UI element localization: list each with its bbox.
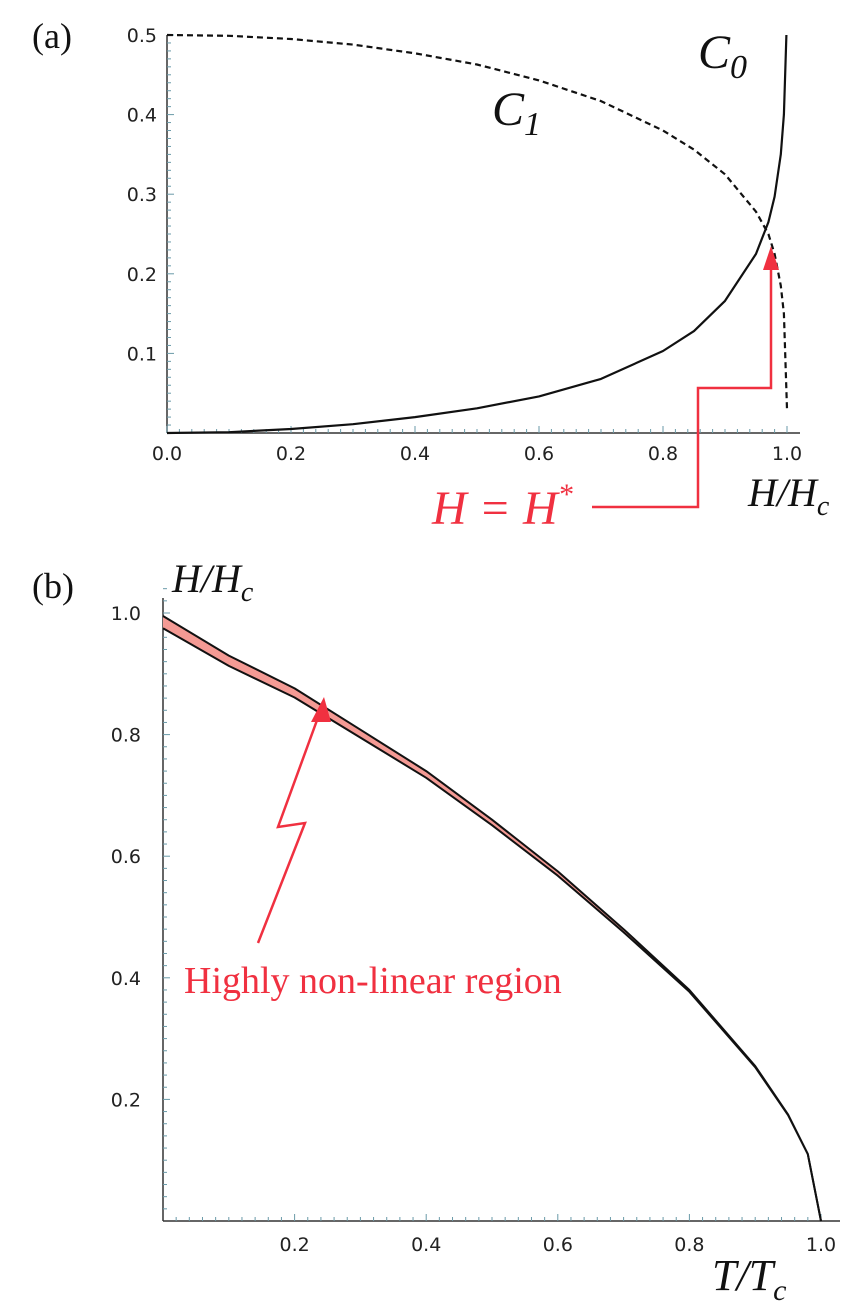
panel-b-tick-labels: 0.2 0.4 0.6 0.8 1.0 0.2 0.4 0.6 0.8 1.0 [111,603,836,1256]
b-x-tick-label: 1.0 [806,1234,836,1256]
c0-label: C0 [698,26,747,86]
b-x-tick-label: 0.4 [411,1234,441,1256]
panel-a-series [166,33,789,435]
series-c0-line [166,34,788,435]
b-x-tick-label: 0.6 [543,1234,573,1256]
a-y-tick-label: 0.3 [127,184,157,206]
panel-a-ticks [166,34,788,433]
b-annotation-text: Highly non-linear region [184,960,562,1002]
b-y-tick-label: 0.4 [111,968,141,990]
a-y-tick-label: 0.2 [127,264,157,286]
a-x-tick-label: 0.4 [400,443,430,465]
a-x-tick-label: 0.2 [276,443,306,465]
a-x-tick-label: 0.6 [524,443,554,465]
panel-a-x-label: H/Hc [747,470,830,522]
b-y-tick-label: 0.6 [111,846,141,868]
a-x-tick-label: 0.0 [152,443,182,465]
b-x-tick-label: 0.2 [279,1234,309,1256]
b-y-tick-label: 0.2 [111,1089,141,1111]
a-annotation-line [592,260,773,509]
lower-boundary-line [162,627,822,1222]
a-x-tick-label: 0.8 [648,443,678,465]
a-y-tick-label: 0.1 [127,343,157,365]
panel-b-x-label: T/Tc [712,1251,787,1307]
a-y-tick-label: 0.4 [127,105,157,127]
panel-a-label: (a) [32,16,72,56]
a-annotation-arrowhead [763,246,779,270]
b-y-tick-label: 1.0 [111,603,141,625]
b-annotation-arrowhead [311,697,331,722]
panel-b-ticks [163,588,822,1221]
panel-a: (a) 0.0 0.2 0.4 0.6 0.8 1.0 0.1 0.2 0.3 0.4 0.5 C0… [32,16,830,535]
panel-a-tick-labels: 0.0 0.2 0.4 0.6 0.8 1.0 0.1 0.2 0.3 0.4 0.5 [127,25,802,465]
b-x-tick-label: 0.8 [674,1234,704,1256]
c1-label: C1 [492,83,541,143]
panel-b-y-label: H/Hc [171,556,254,608]
panel-b-label: (b) [32,566,74,606]
b-y-tick-label: 0.8 [111,725,141,747]
panel-b: (b) 0.2 0.4 0.6 0.8 1.00.20.40.60.81.0 H/Hc … [32,556,840,1307]
panel-b-series [162,615,822,1222]
series-c1-line [166,33,789,410]
a-annotation-text: H = H* [431,478,573,535]
upper-boundary-line [162,615,822,1222]
a-x-tick-label: 1.0 [772,443,802,465]
b-annotation-line [256,711,322,944]
nonlinear-region-fill [163,616,821,1221]
a-y-tick-label: 0.5 [127,25,157,47]
